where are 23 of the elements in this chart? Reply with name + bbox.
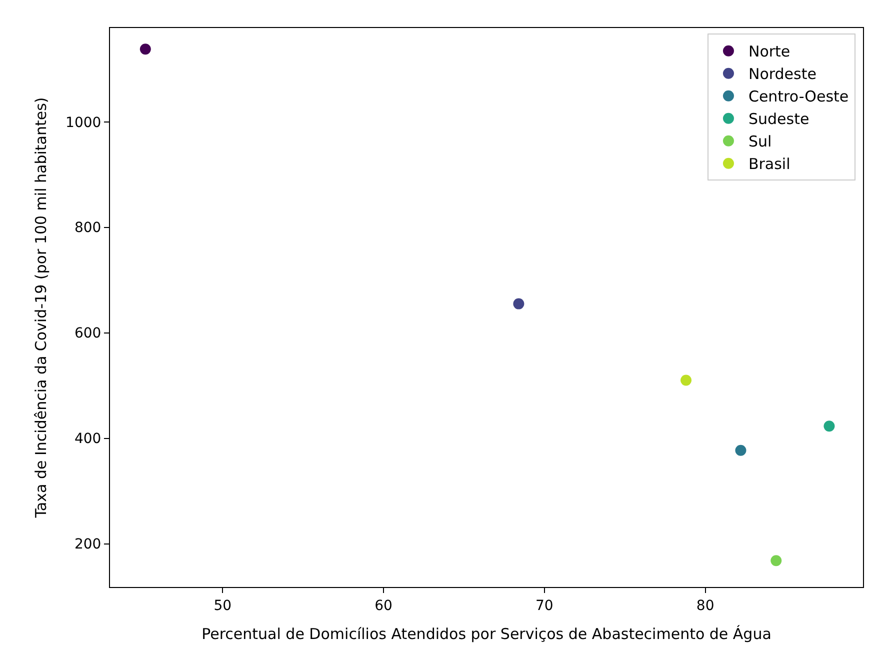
point xyxy=(513,298,524,310)
legend-label: Brasil xyxy=(748,155,790,174)
legend-label: Centro-Oeste xyxy=(748,88,849,106)
y-tick-label: 800 xyxy=(74,220,102,236)
legend-label: Sudeste xyxy=(748,110,810,128)
point xyxy=(770,555,782,566)
y-tick-label: 400 xyxy=(74,431,102,448)
x-tick-label: 80 xyxy=(696,598,714,614)
point xyxy=(735,444,746,456)
x-tick-label: 70 xyxy=(536,598,554,614)
x-tick-label: 50 xyxy=(214,598,232,614)
point xyxy=(824,420,835,432)
point xyxy=(140,44,151,55)
legend-label: Norte xyxy=(748,42,790,61)
point xyxy=(680,374,692,386)
y-tick-label: 1000 xyxy=(66,114,102,131)
x-axis-title: Percentual de Domicílios Atendidos por Serviços de Abastecimento de Água xyxy=(202,624,772,643)
y-tick-label: 600 xyxy=(74,326,102,342)
legend-label: Nordeste xyxy=(748,65,816,84)
y-axis-title: Taxa de Incidência da Covid-19 (por 100 mil habitantes) xyxy=(32,97,50,519)
x-tick-label: 60 xyxy=(374,598,392,614)
y-tick-label: 200 xyxy=(74,536,102,553)
legend-label: Sul xyxy=(748,132,772,151)
